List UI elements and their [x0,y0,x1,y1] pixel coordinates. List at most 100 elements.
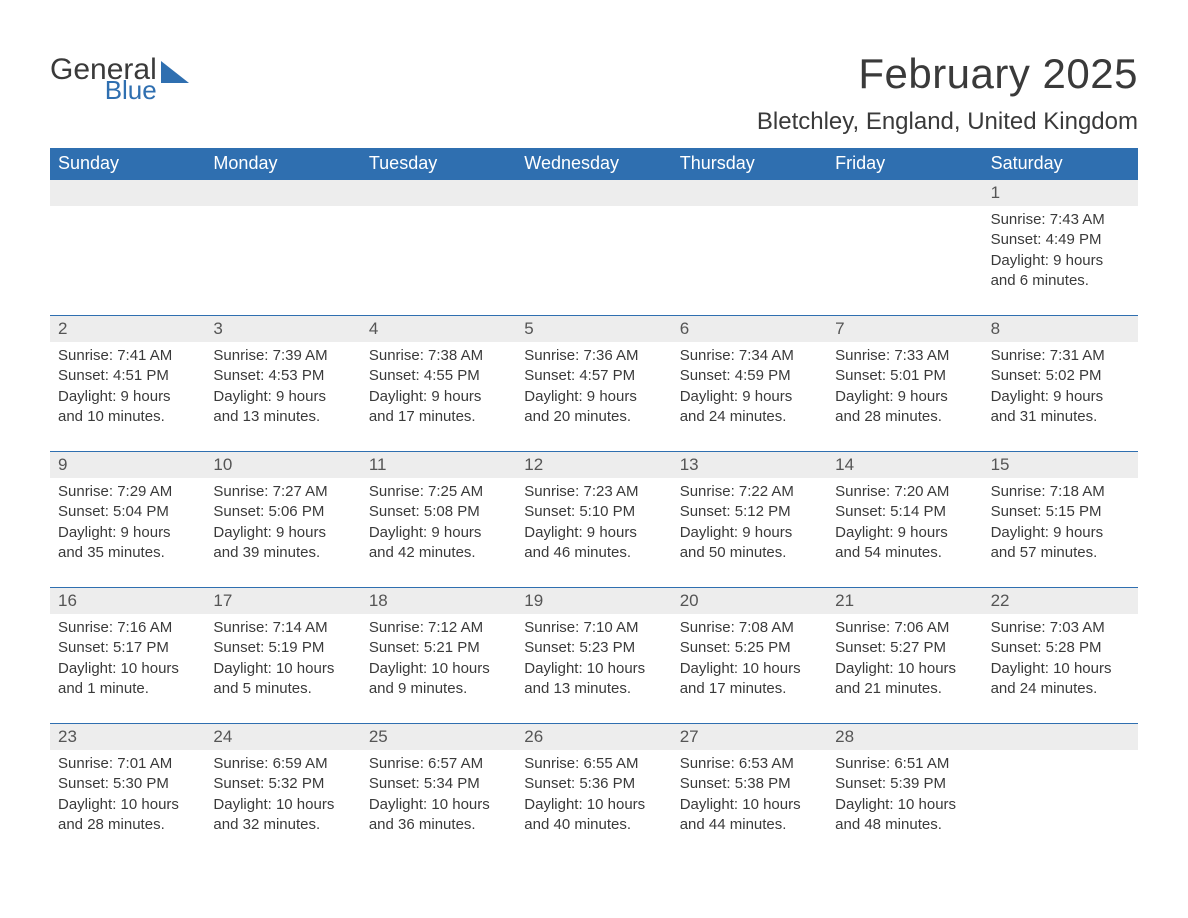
day-cell: Sunrise: 7:10 AMSunset: 5:23 PMDaylight:… [516,614,671,723]
day-number: 27 [672,724,827,750]
day-number [983,724,1138,750]
daylight-text: Daylight: 10 hours and 5 minutes. [213,659,352,700]
day-number: 12 [516,452,671,478]
daynum-row: 1 [50,180,1138,206]
empty-cell [983,750,1138,845]
day-cell: Sunrise: 7:43 AMSunset: 4:49 PMDaylight:… [983,206,1138,315]
sunrise-text: Sunrise: 7:33 AM [835,346,974,366]
daylight-text: Daylight: 10 hours and 13 minutes. [524,659,663,700]
week-row: 1Sunrise: 7:43 AMSunset: 4:49 PMDaylight… [50,180,1138,315]
daylight-text: Daylight: 9 hours and 28 minutes. [835,387,974,428]
day-header: Thursday [672,148,827,180]
day-number: 7 [827,316,982,342]
sunrise-text: Sunrise: 7:29 AM [58,482,197,502]
day-number: 18 [361,588,516,614]
week-row: 2345678Sunrise: 7:41 AMSunset: 4:51 PMDa… [50,315,1138,451]
sunset-text: Sunset: 5:21 PM [369,638,508,658]
sunset-text: Sunset: 5:23 PM [524,638,663,658]
sunrise-text: Sunrise: 7:01 AM [58,754,197,774]
day-number [50,180,205,206]
day-cell: Sunrise: 7:14 AMSunset: 5:19 PMDaylight:… [205,614,360,723]
daylight-text: Daylight: 10 hours and 32 minutes. [213,795,352,836]
sunrise-text: Sunrise: 7:34 AM [680,346,819,366]
header: General Blue February 2025 Bletchley, En… [50,50,1138,136]
day-number [516,180,671,206]
day-number: 14 [827,452,982,478]
day-number: 24 [205,724,360,750]
calendar: SundayMondayTuesdayWednesdayThursdayFrid… [50,148,1138,845]
week-row: 232425262728Sunrise: 7:01 AMSunset: 5:30… [50,723,1138,845]
day-number: 22 [983,588,1138,614]
daylight-text: Daylight: 10 hours and 36 minutes. [369,795,508,836]
daylight-text: Daylight: 9 hours and 57 minutes. [991,523,1130,564]
daylight-text: Daylight: 9 hours and 31 minutes. [991,387,1130,428]
daylight-text: Daylight: 9 hours and 46 minutes. [524,523,663,564]
day-cell: Sunrise: 7:27 AMSunset: 5:06 PMDaylight:… [205,478,360,587]
day-cell: Sunrise: 7:18 AMSunset: 5:15 PMDaylight:… [983,478,1138,587]
day-number: 8 [983,316,1138,342]
day-cell: Sunrise: 7:16 AMSunset: 5:17 PMDaylight:… [50,614,205,723]
day-header: Saturday [983,148,1138,180]
day-number: 28 [827,724,982,750]
sunrise-text: Sunrise: 7:06 AM [835,618,974,638]
sunset-text: Sunset: 5:12 PM [680,502,819,522]
sunset-text: Sunset: 5:10 PM [524,502,663,522]
day-cell: Sunrise: 7:38 AMSunset: 4:55 PMDaylight:… [361,342,516,451]
day-cell: Sunrise: 7:06 AMSunset: 5:27 PMDaylight:… [827,614,982,723]
sunrise-text: Sunrise: 7:20 AM [835,482,974,502]
day-cell: Sunrise: 6:59 AMSunset: 5:32 PMDaylight:… [205,750,360,845]
day-number [672,180,827,206]
sunset-text: Sunset: 4:59 PM [680,366,819,386]
sunset-text: Sunset: 5:01 PM [835,366,974,386]
sunrise-text: Sunrise: 7:03 AM [991,618,1130,638]
sunrise-text: Sunrise: 7:38 AM [369,346,508,366]
page-title: February 2025 [757,50,1138,98]
daylight-text: Daylight: 9 hours and 6 minutes. [991,251,1130,292]
sunset-text: Sunset: 5:15 PM [991,502,1130,522]
sunrise-text: Sunrise: 6:55 AM [524,754,663,774]
day-number: 23 [50,724,205,750]
daylight-text: Daylight: 9 hours and 54 minutes. [835,523,974,564]
sunrise-text: Sunrise: 6:57 AM [369,754,508,774]
day-cell: Sunrise: 7:31 AMSunset: 5:02 PMDaylight:… [983,342,1138,451]
empty-cell [672,206,827,315]
day-number: 17 [205,588,360,614]
day-header: Friday [827,148,982,180]
daylight-text: Daylight: 9 hours and 35 minutes. [58,523,197,564]
daynum-row: 2345678 [50,316,1138,342]
location-subtitle: Bletchley, England, United Kingdom [757,108,1138,136]
day-number: 13 [672,452,827,478]
sunset-text: Sunset: 5:36 PM [524,774,663,794]
sunset-text: Sunset: 5:14 PM [835,502,974,522]
day-number: 15 [983,452,1138,478]
day-header: Tuesday [361,148,516,180]
daylight-text: Daylight: 9 hours and 50 minutes. [680,523,819,564]
sunrise-text: Sunrise: 7:08 AM [680,618,819,638]
day-number: 2 [50,316,205,342]
empty-cell [205,206,360,315]
day-cell: Sunrise: 7:03 AMSunset: 5:28 PMDaylight:… [983,614,1138,723]
sunrise-text: Sunrise: 7:18 AM [991,482,1130,502]
sunset-text: Sunset: 5:25 PM [680,638,819,658]
sunset-text: Sunset: 5:02 PM [991,366,1130,386]
day-number: 11 [361,452,516,478]
weeks-container: 1Sunrise: 7:43 AMSunset: 4:49 PMDaylight… [50,180,1138,845]
sunset-text: Sunset: 5:38 PM [680,774,819,794]
day-number: 3 [205,316,360,342]
day-number: 20 [672,588,827,614]
sunrise-text: Sunrise: 7:14 AM [213,618,352,638]
daylight-text: Daylight: 10 hours and 17 minutes. [680,659,819,700]
day-number: 9 [50,452,205,478]
sunset-text: Sunset: 5:19 PM [213,638,352,658]
day-cell: Sunrise: 7:36 AMSunset: 4:57 PMDaylight:… [516,342,671,451]
day-cell: Sunrise: 7:12 AMSunset: 5:21 PMDaylight:… [361,614,516,723]
sunrise-text: Sunrise: 7:22 AM [680,482,819,502]
empty-cell [827,206,982,315]
daynum-row: 9101112131415 [50,452,1138,478]
day-number [361,180,516,206]
sunrise-text: Sunrise: 7:25 AM [369,482,508,502]
sunset-text: Sunset: 5:28 PM [991,638,1130,658]
sunrise-text: Sunrise: 7:12 AM [369,618,508,638]
day-cell: Sunrise: 7:20 AMSunset: 5:14 PMDaylight:… [827,478,982,587]
daylight-text: Daylight: 9 hours and 24 minutes. [680,387,819,428]
